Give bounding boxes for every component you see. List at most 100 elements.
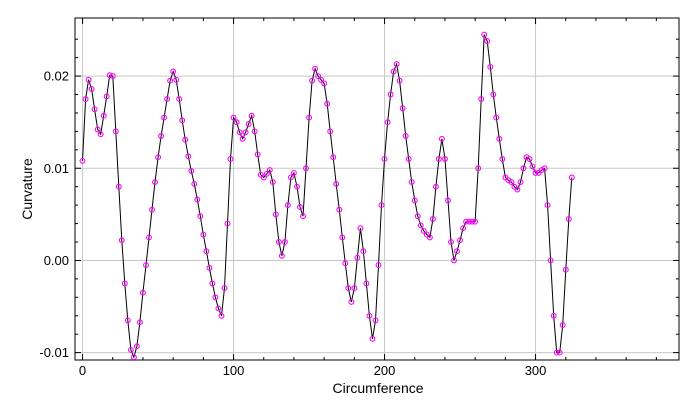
data-point-marker bbox=[179, 117, 186, 124]
data-point-marker bbox=[112, 128, 119, 135]
data-point-marker bbox=[266, 167, 273, 174]
data-point-marker bbox=[481, 31, 488, 38]
data-point-marker bbox=[463, 218, 470, 225]
data-point-marker bbox=[290, 169, 297, 176]
data-point-marker bbox=[245, 121, 252, 127]
y-tick-label: 0.00 bbox=[44, 253, 69, 268]
data-point-marker bbox=[348, 298, 355, 305]
data-point-marker bbox=[272, 211, 279, 218]
data-point-marker bbox=[133, 343, 140, 350]
data-point-marker bbox=[224, 220, 231, 227]
data-point-marker bbox=[517, 179, 524, 186]
data-point-marker bbox=[490, 91, 497, 98]
data-point-marker bbox=[248, 112, 255, 119]
data-point-marker bbox=[209, 280, 216, 287]
data-point-marker bbox=[466, 218, 473, 225]
data-point-marker bbox=[185, 153, 192, 160]
data-series bbox=[79, 31, 575, 361]
data-point-marker bbox=[339, 234, 346, 241]
data-point-marker bbox=[260, 174, 267, 181]
data-point-marker bbox=[221, 285, 228, 292]
y-axis-title: Curvature bbox=[19, 158, 35, 220]
data-point-marker bbox=[194, 196, 201, 203]
data-point-marker bbox=[541, 165, 548, 172]
data-point-marker bbox=[345, 285, 352, 292]
data-point-marker bbox=[330, 154, 337, 161]
data-point-marker bbox=[182, 136, 189, 143]
data-point-marker bbox=[82, 96, 89, 103]
data-point-marker bbox=[405, 156, 412, 162]
data-point-marker bbox=[478, 96, 485, 103]
data-point-marker bbox=[442, 156, 448, 162]
axis-ticks: 0 100 200 300 -0.01 0.00 0.01 0.02 bbox=[39, 18, 679, 378]
data-point-marker bbox=[309, 77, 316, 84]
data-point-marker bbox=[230, 114, 237, 121]
data-point-marker bbox=[146, 234, 152, 241]
data-point-marker bbox=[218, 312, 225, 319]
data-point-marker bbox=[396, 77, 403, 84]
data-point-marker bbox=[197, 213, 204, 220]
data-point-marker bbox=[176, 96, 183, 103]
data-point-marker bbox=[496, 135, 503, 142]
data-point-marker bbox=[173, 76, 180, 83]
data-point-marker bbox=[206, 264, 213, 271]
data-point-marker bbox=[369, 335, 376, 342]
y-tick-label: -0.01 bbox=[39, 345, 69, 360]
data-point-marker bbox=[357, 225, 364, 232]
data-point-marker bbox=[432, 183, 439, 190]
x-axis-title: Circumference bbox=[332, 380, 423, 396]
data-point-marker bbox=[318, 76, 325, 83]
data-point-marker bbox=[191, 180, 198, 187]
data-point-marker bbox=[526, 156, 533, 162]
data-point-marker bbox=[417, 222, 424, 229]
data-point-marker bbox=[327, 128, 334, 135]
data-point-marker bbox=[378, 202, 385, 209]
data-point-marker bbox=[233, 119, 240, 126]
data-point-marker bbox=[445, 197, 451, 204]
data-point-marker bbox=[390, 68, 397, 75]
data-point-marker bbox=[435, 156, 442, 162]
x-tick-label: 200 bbox=[374, 363, 396, 378]
data-point-marker bbox=[297, 204, 303, 210]
data-point-marker bbox=[387, 91, 394, 98]
data-point-marker bbox=[254, 151, 261, 158]
data-point-marker bbox=[294, 183, 300, 190]
data-point-marker bbox=[532, 169, 539, 176]
data-point-marker bbox=[155, 154, 162, 161]
data-point-marker bbox=[312, 65, 319, 72]
data-point-marker bbox=[366, 312, 373, 319]
data-point-marker bbox=[227, 156, 234, 162]
data-point-marker bbox=[408, 179, 415, 186]
data-point-marker bbox=[559, 322, 566, 328]
data-point-marker bbox=[284, 202, 291, 209]
data-point-marker bbox=[315, 73, 322, 80]
data-point-marker bbox=[562, 266, 569, 273]
data-point-marker bbox=[269, 179, 276, 186]
data-point-marker bbox=[565, 216, 572, 222]
data-point-marker bbox=[393, 61, 400, 68]
data-point-marker bbox=[124, 317, 131, 324]
data-point-marker bbox=[553, 349, 560, 356]
data-point-marker bbox=[556, 349, 563, 356]
x-tick-label: 300 bbox=[525, 363, 547, 378]
data-point-marker bbox=[499, 156, 506, 162]
data-point-marker bbox=[514, 186, 521, 193]
data-point-marker bbox=[88, 86, 95, 92]
data-point-marker bbox=[118, 237, 125, 244]
data-point-marker bbox=[127, 346, 134, 353]
data-point-marker bbox=[100, 112, 107, 119]
data-point-marker bbox=[360, 248, 367, 255]
data-point-marker bbox=[381, 156, 388, 162]
data-point-marker bbox=[448, 239, 454, 245]
y-tick-label: 0.02 bbox=[44, 69, 69, 84]
data-point-marker bbox=[426, 234, 433, 241]
data-point-marker bbox=[278, 252, 285, 259]
data-point-marker bbox=[94, 126, 101, 133]
data-point-marker bbox=[493, 114, 500, 121]
data-point-marker bbox=[420, 227, 427, 234]
x-tick-label: 100 bbox=[223, 363, 245, 378]
data-point-marker bbox=[402, 133, 409, 139]
data-point-marker bbox=[136, 319, 143, 326]
